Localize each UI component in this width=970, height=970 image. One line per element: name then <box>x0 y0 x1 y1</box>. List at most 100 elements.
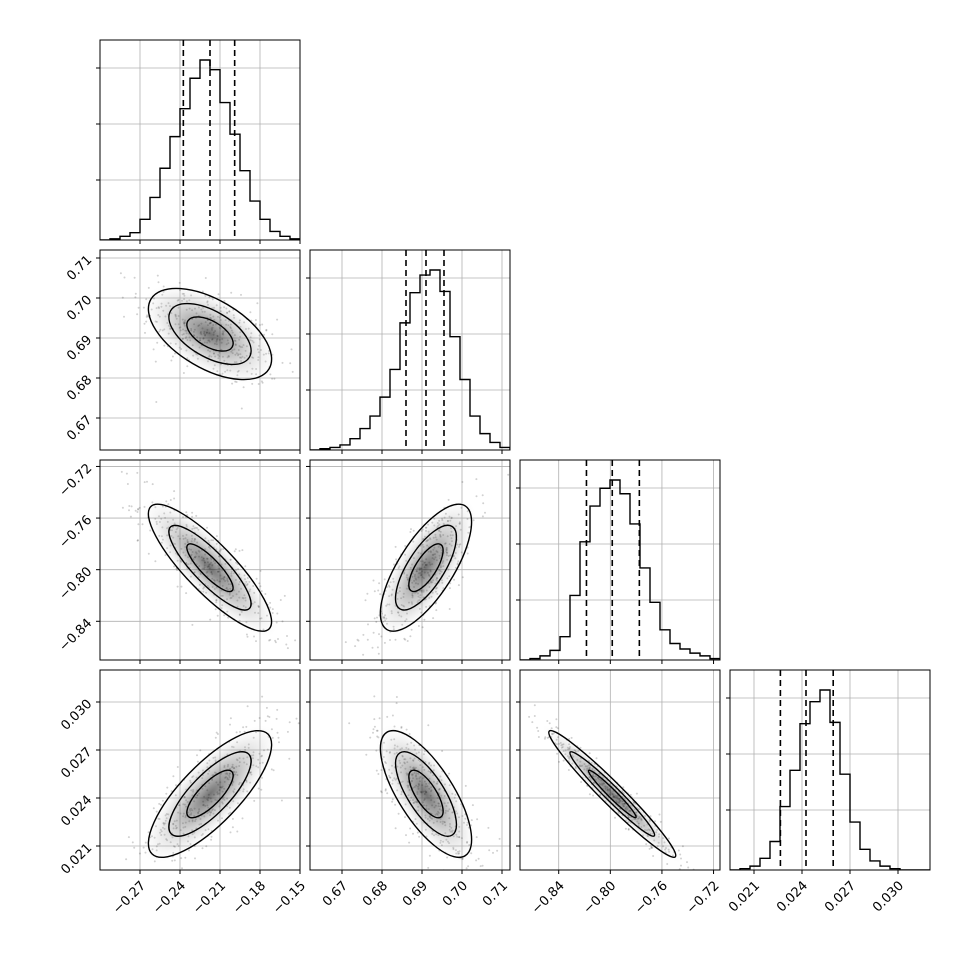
histogram-panel-3: 0.021 0.024 0.027 0.030 <box>726 669 931 915</box>
scatter-point <box>271 377 274 380</box>
scatter-point <box>278 741 280 744</box>
scatter-point <box>166 786 169 789</box>
scatter-point <box>186 365 189 368</box>
scatter-point <box>394 545 397 548</box>
scatter-point <box>503 703 505 705</box>
scatter-point <box>215 535 218 538</box>
contour-line-0 <box>379 729 473 859</box>
scatter-point <box>268 639 271 642</box>
scatter-point <box>659 820 662 823</box>
scatter-point <box>210 838 213 841</box>
scatter-point <box>154 360 157 363</box>
scatter-point <box>240 293 242 296</box>
scatter-point <box>397 812 400 815</box>
grid <box>310 250 510 450</box>
contour-line-2 <box>408 543 444 593</box>
scatter-point <box>384 788 387 791</box>
scatter-point <box>423 618 426 621</box>
scatter-point <box>136 539 139 542</box>
scatter-point <box>389 639 391 641</box>
scatter-point <box>432 617 435 620</box>
density-shading <box>543 725 682 863</box>
scatter-point <box>528 715 531 718</box>
scatter-point <box>201 847 204 850</box>
scatter-point <box>290 348 293 351</box>
scatter-point <box>548 722 551 725</box>
scatter-point <box>251 382 254 385</box>
scatter-point <box>258 582 261 585</box>
y-tick-label: 0.030 <box>58 697 95 734</box>
x-tick-label: 0.027 <box>822 878 859 915</box>
scatter-point <box>283 594 286 597</box>
scatter-point <box>614 816 616 819</box>
scatter-point <box>496 849 499 852</box>
scatter-point <box>380 790 382 793</box>
scatter-point <box>373 678 375 680</box>
scatter-point <box>136 511 139 513</box>
scatter-point <box>181 867 183 870</box>
scatter-point <box>427 724 430 727</box>
scatter-point <box>556 752 559 755</box>
scatter-point <box>394 827 397 830</box>
scatter-point <box>156 274 159 277</box>
scatter-point <box>679 853 682 856</box>
scatter-point <box>507 473 510 476</box>
scatter-point <box>176 766 179 768</box>
y-tick-label: 0.024 <box>58 793 95 830</box>
scatter-point <box>288 757 291 760</box>
x-tick-label: 0.70 <box>440 878 471 909</box>
scatter-point <box>465 867 468 870</box>
scatter-panel-1-0: 0.67 0.68 0.69 0.70 0.71 <box>64 249 301 454</box>
scatter-point <box>475 859 478 862</box>
scatter-point <box>288 721 291 724</box>
scatter-point <box>171 859 174 862</box>
scatter-point <box>479 865 482 868</box>
scatter-point <box>457 584 460 587</box>
scatter-point <box>377 652 380 655</box>
scatter-point <box>410 628 413 631</box>
scatter-point <box>210 835 213 838</box>
density-shading <box>143 284 277 384</box>
density-shading <box>376 498 476 637</box>
scatter-point <box>276 731 279 734</box>
scatter-point <box>236 830 239 833</box>
scatter-point <box>372 631 375 634</box>
scatter-point <box>120 470 123 473</box>
contour-line-1 <box>168 751 252 837</box>
scatter-point <box>143 481 146 484</box>
scatter-point <box>273 377 276 380</box>
scatter-point <box>627 827 630 830</box>
y-tick-label: 0.69 <box>64 333 95 364</box>
scatter-point <box>277 638 279 640</box>
scatter-point <box>131 841 134 844</box>
scatter-point <box>264 719 267 722</box>
scatter-point <box>395 696 398 698</box>
panel-frame <box>729 669 931 871</box>
panel-frame <box>99 39 301 241</box>
scatter-point <box>400 725 403 728</box>
scatter-point <box>635 792 638 795</box>
scatter-point <box>481 864 484 867</box>
scatter-point <box>447 498 450 501</box>
scatter-point <box>238 549 241 552</box>
scatter-point <box>141 523 144 526</box>
contour-line-0 <box>548 729 677 859</box>
scatter-point <box>588 752 591 755</box>
scatter-point <box>173 859 176 862</box>
scatter-point <box>562 759 565 762</box>
scatter-point <box>272 661 274 663</box>
contour-line-1 <box>394 751 458 837</box>
scatter-point <box>257 383 260 385</box>
scatter-panel-3-0: −0.27 −0.24 −0.21 −0.18 −0.15 0.021 0.024 0.027… <box>58 669 309 917</box>
scatter-point <box>378 582 381 585</box>
panel-frame <box>309 669 511 871</box>
scatter-point <box>421 626 424 629</box>
scatter-point <box>170 359 173 362</box>
scatter-point <box>378 717 381 720</box>
scatter-point <box>241 817 244 820</box>
scatter-point <box>152 807 155 810</box>
scatter-point <box>384 789 387 792</box>
scatter-point <box>558 760 560 763</box>
x-tick-label: −0.24 <box>150 878 189 917</box>
scatter-point <box>134 296 137 299</box>
